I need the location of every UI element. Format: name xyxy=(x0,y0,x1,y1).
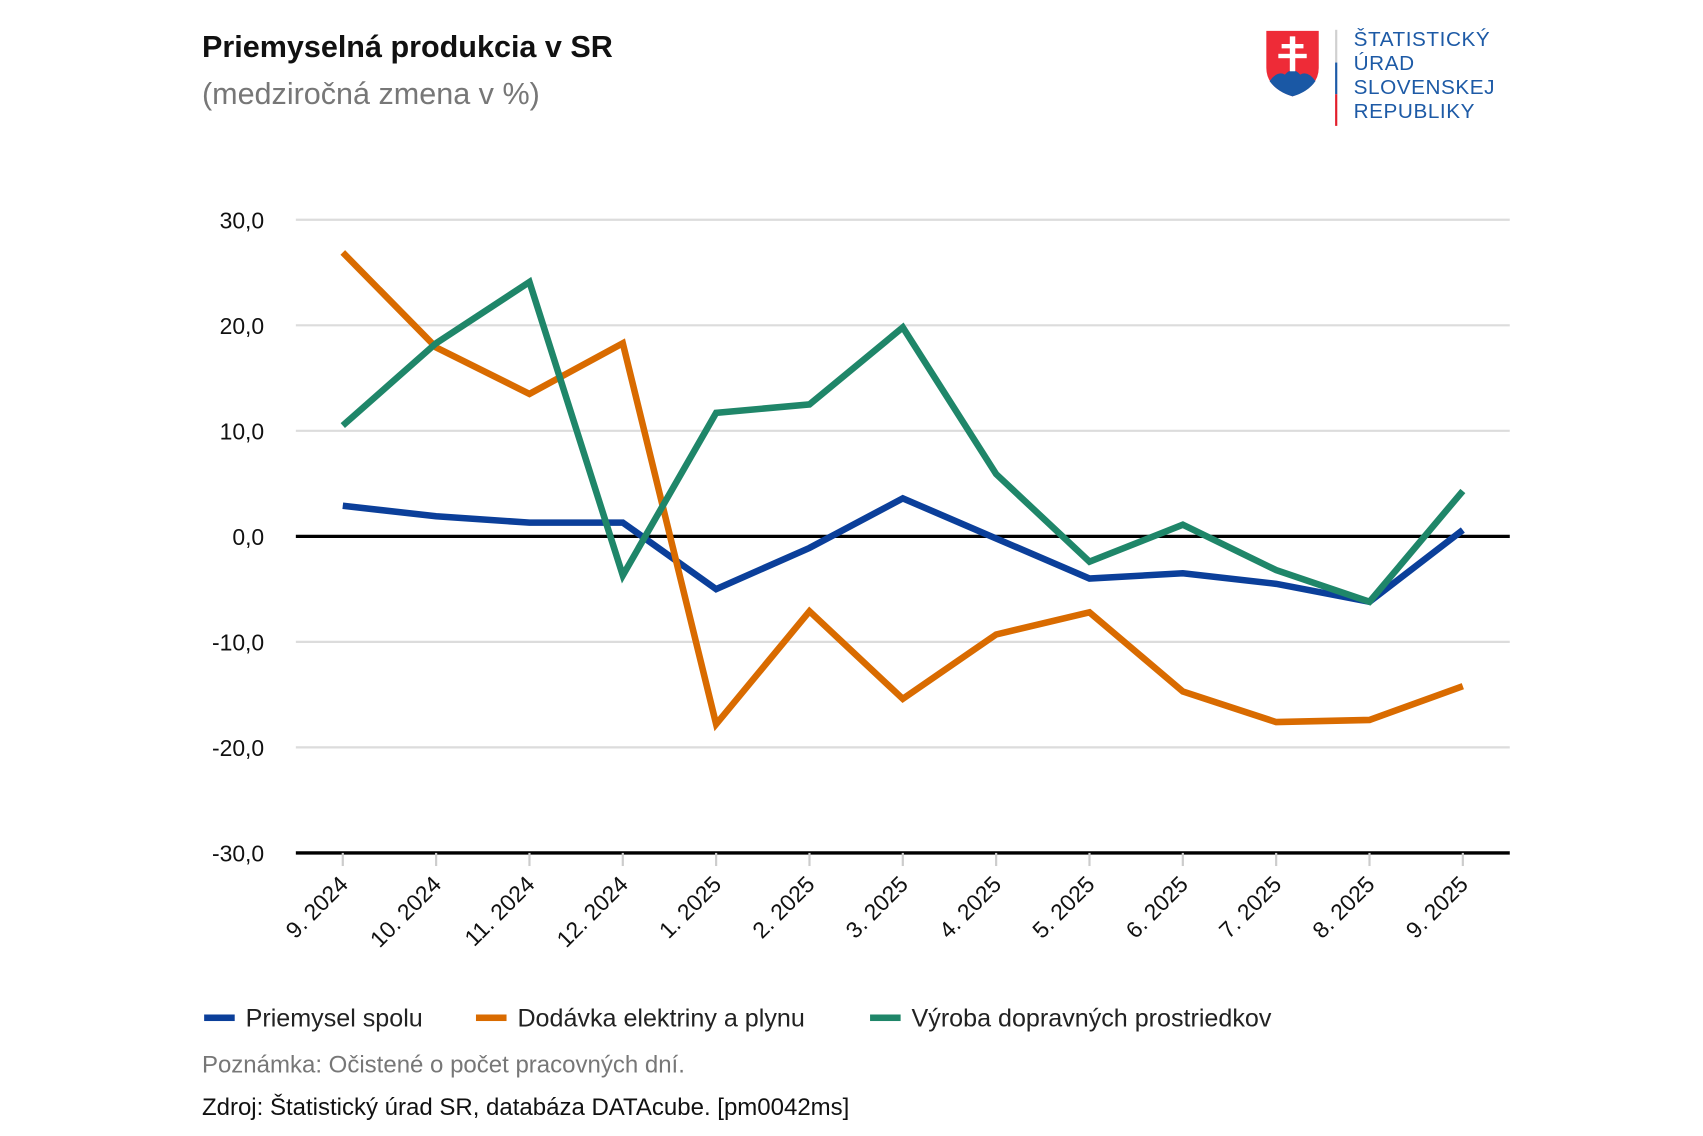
y-tick-label: -20,0 xyxy=(212,735,264,761)
logo-line: SLOVENSKEJ xyxy=(1354,76,1495,99)
legend-item: Dodávka elektriny a plynu xyxy=(475,1005,805,1033)
legend: Priemysel spolu Dodávka elektriny a plyn… xyxy=(204,1005,1272,1033)
series-line-3 xyxy=(340,276,1466,606)
source-text: Zdroj: Štatistický úrad SR, databáza DAT… xyxy=(202,1093,849,1121)
x-tick-label: 7. 2025 xyxy=(1214,871,1286,943)
chart-subtitle: (medziročná zmena v %) xyxy=(202,77,540,111)
y-tick-label: 30,0 xyxy=(220,207,265,233)
x-tick-label: 10. 2024 xyxy=(365,871,447,953)
legend-label: Výroba dopravných prostriedkov xyxy=(912,1005,1272,1033)
legend-swatch xyxy=(870,1014,901,1022)
x-tick-label: 5. 2025 xyxy=(1027,871,1099,943)
logo-divider xyxy=(1335,29,1338,63)
y-tick-label: -30,0 xyxy=(212,841,264,867)
x-tick-label: 2. 2025 xyxy=(747,871,819,943)
x-tick-label: 12. 2024 xyxy=(551,871,633,953)
y-tick-label: -10,0 xyxy=(212,630,264,656)
x-tick-label: 1. 2025 xyxy=(654,871,726,943)
chart-title: Priemyselná produkcia v SR xyxy=(202,30,613,64)
y-axis: 30,0 20,0 10,0 0,0 -10,0 -20,0 -30,0 xyxy=(212,207,264,866)
logo-line: ŠTATISTICKÝ xyxy=(1354,28,1491,51)
y-tick-label: 0,0 xyxy=(232,524,264,550)
y-tick-label: 20,0 xyxy=(220,313,265,339)
x-tick-label: 9. 2024 xyxy=(280,871,353,944)
footnote: Poznámka: Očistené o počet pracovných dn… xyxy=(202,1051,685,1078)
series-line-1 xyxy=(342,494,1465,606)
x-tick-label: 11. 2024 xyxy=(459,871,539,951)
logo-line: REPUBLIKY xyxy=(1354,100,1475,123)
y-tick-label: 10,0 xyxy=(220,419,265,445)
logo: ŠTATISTICKÝ ÚRAD SLOVENSKEJ REPUBLIKY xyxy=(1266,28,1495,126)
x-tick-label: 3. 2025 xyxy=(840,871,912,943)
x-axis: 9. 2024 10. 2024 11. 2024 12. 2024 1. 2025 2.… xyxy=(280,852,1473,953)
coat-of-arms-icon xyxy=(1266,30,1319,97)
logo-line: ÚRAD xyxy=(1354,52,1415,75)
legend-item: Výroba dopravných prostriedkov xyxy=(870,1005,1272,1033)
legend-swatch xyxy=(475,1014,507,1022)
x-tick-label: 4. 2025 xyxy=(934,871,1006,943)
x-tick-label: 6. 2025 xyxy=(1120,871,1192,943)
x-tick-label: 9. 2025 xyxy=(1400,871,1472,943)
x-tick-label: 8. 2025 xyxy=(1307,871,1379,943)
legend-swatch xyxy=(204,1014,235,1022)
series-lines xyxy=(340,250,1466,732)
legend-item: Priemysel spolu xyxy=(204,1005,423,1033)
legend-label: Priemysel spolu xyxy=(246,1005,423,1033)
legend-label: Dodávka elektriny a plynu xyxy=(517,1005,804,1033)
